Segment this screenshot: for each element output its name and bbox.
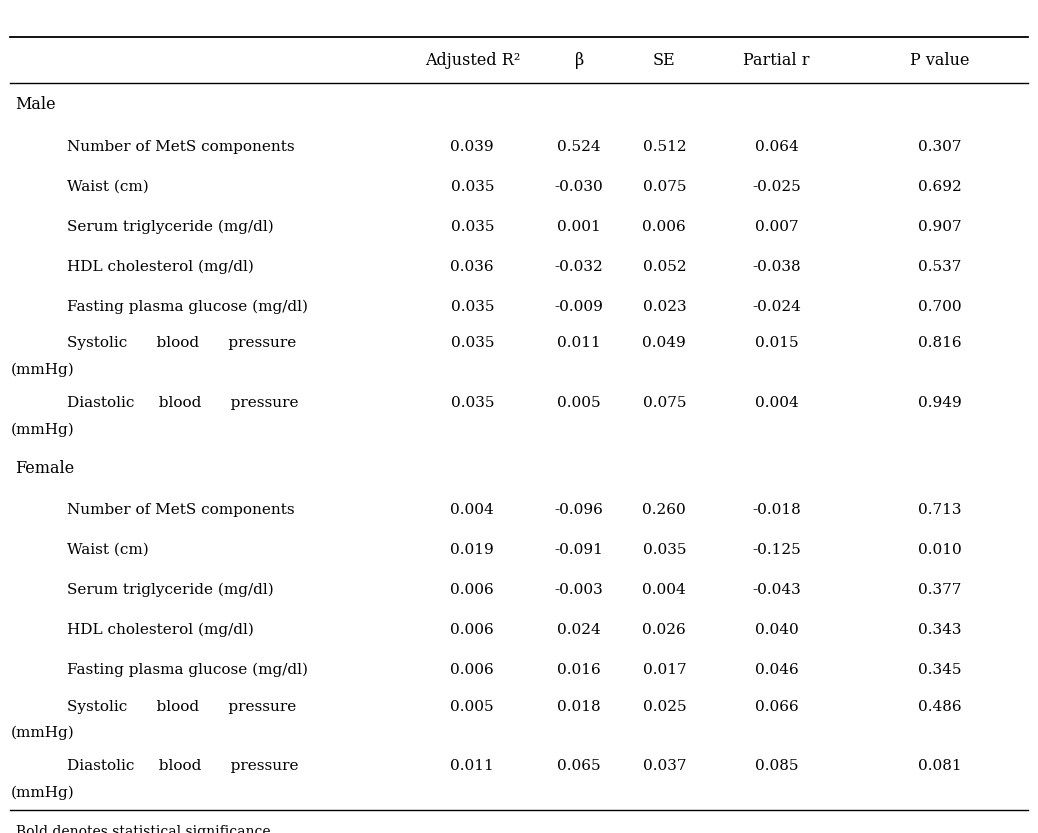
Text: Systolic      blood      pressure: Systolic blood pressure <box>67 700 297 714</box>
Text: 0.035: 0.035 <box>450 220 494 233</box>
Text: 0.004: 0.004 <box>450 503 494 516</box>
Text: P value: P value <box>909 52 969 69</box>
Text: Diastolic     blood      pressure: Diastolic blood pressure <box>67 397 299 411</box>
Text: Bold denotes statistical significance.: Bold denotes statistical significance. <box>16 825 274 833</box>
Text: -0.096: -0.096 <box>554 503 604 516</box>
Text: -0.003: -0.003 <box>555 583 603 596</box>
Text: 0.035: 0.035 <box>450 180 494 193</box>
Text: 0.816: 0.816 <box>918 337 961 351</box>
Text: 0.040: 0.040 <box>755 623 798 636</box>
Text: 0.512: 0.512 <box>643 140 686 153</box>
Text: -0.043: -0.043 <box>753 583 800 596</box>
Text: -0.018: -0.018 <box>753 503 800 516</box>
Text: Female: Female <box>16 460 75 476</box>
Text: 0.692: 0.692 <box>918 180 961 193</box>
Text: 0.025: 0.025 <box>643 700 686 714</box>
Text: 0.377: 0.377 <box>918 583 961 596</box>
Text: 0.075: 0.075 <box>643 180 686 193</box>
Text: -0.030: -0.030 <box>555 180 603 193</box>
Text: Diastolic     blood      pressure: Diastolic blood pressure <box>67 760 299 774</box>
Text: 0.016: 0.016 <box>557 663 601 676</box>
Text: 0.039: 0.039 <box>450 140 494 153</box>
Text: 0.524: 0.524 <box>557 140 601 153</box>
Text: Systolic      blood      pressure: Systolic blood pressure <box>67 337 297 351</box>
Text: 0.011: 0.011 <box>557 337 601 351</box>
Text: (mmHg): (mmHg) <box>10 362 74 377</box>
Text: 0.006: 0.006 <box>643 220 686 233</box>
Text: Waist (cm): Waist (cm) <box>67 180 149 193</box>
Text: 0.006: 0.006 <box>450 623 494 636</box>
Text: 0.064: 0.064 <box>755 140 798 153</box>
Text: 0.036: 0.036 <box>450 260 494 273</box>
Text: -0.009: -0.009 <box>554 300 604 313</box>
Text: HDL cholesterol (mg/dl): HDL cholesterol (mg/dl) <box>67 259 254 274</box>
Text: -0.038: -0.038 <box>753 260 800 273</box>
Text: 0.019: 0.019 <box>450 543 494 556</box>
Text: 0.001: 0.001 <box>557 220 601 233</box>
Text: 0.037: 0.037 <box>643 760 686 774</box>
Text: 0.004: 0.004 <box>755 397 798 411</box>
Text: 0.006: 0.006 <box>450 583 494 596</box>
Text: (mmHg): (mmHg) <box>10 786 74 800</box>
Text: 0.011: 0.011 <box>450 760 494 774</box>
Text: 0.018: 0.018 <box>557 700 601 714</box>
Text: -0.032: -0.032 <box>555 260 603 273</box>
Text: 0.007: 0.007 <box>755 220 798 233</box>
Text: -0.125: -0.125 <box>753 543 800 556</box>
Text: -0.025: -0.025 <box>753 180 800 193</box>
Text: SE: SE <box>653 52 676 69</box>
Text: 0.035: 0.035 <box>643 543 686 556</box>
Text: 0.260: 0.260 <box>643 503 686 516</box>
Text: 0.713: 0.713 <box>918 503 961 516</box>
Text: -0.091: -0.091 <box>554 543 604 556</box>
Text: 0.345: 0.345 <box>918 663 961 676</box>
Text: Waist (cm): Waist (cm) <box>67 543 149 556</box>
Text: 0.035: 0.035 <box>450 300 494 313</box>
Text: 0.006: 0.006 <box>450 663 494 676</box>
Text: 0.024: 0.024 <box>557 623 601 636</box>
Text: 0.949: 0.949 <box>918 397 961 411</box>
Text: 0.035: 0.035 <box>450 397 494 411</box>
Text: 0.486: 0.486 <box>918 700 961 714</box>
Text: Partial r: Partial r <box>743 52 810 69</box>
Text: 0.005: 0.005 <box>557 397 601 411</box>
Text: 0.537: 0.537 <box>918 260 961 273</box>
Text: 0.046: 0.046 <box>755 663 798 676</box>
Text: HDL cholesterol (mg/dl): HDL cholesterol (mg/dl) <box>67 622 254 637</box>
Text: 0.066: 0.066 <box>755 700 798 714</box>
Text: (mmHg): (mmHg) <box>10 422 74 436</box>
Text: Number of MetS components: Number of MetS components <box>67 503 295 516</box>
Text: -0.024: -0.024 <box>752 300 801 313</box>
Text: 0.307: 0.307 <box>918 140 961 153</box>
Text: 0.035: 0.035 <box>450 337 494 351</box>
Text: Serum triglyceride (mg/dl): Serum triglyceride (mg/dl) <box>67 582 274 597</box>
Text: Number of MetS components: Number of MetS components <box>67 140 295 153</box>
Text: 0.049: 0.049 <box>643 337 686 351</box>
Text: Fasting plasma glucose (mg/dl): Fasting plasma glucose (mg/dl) <box>67 662 308 677</box>
Text: 0.081: 0.081 <box>918 760 961 774</box>
Text: β: β <box>575 52 583 69</box>
Text: 0.085: 0.085 <box>755 760 798 774</box>
Text: 0.907: 0.907 <box>918 220 961 233</box>
Text: 0.015: 0.015 <box>755 337 798 351</box>
Text: 0.010: 0.010 <box>918 543 961 556</box>
Text: 0.023: 0.023 <box>643 300 686 313</box>
Text: 0.026: 0.026 <box>643 623 686 636</box>
Text: 0.075: 0.075 <box>643 397 686 411</box>
Text: 0.700: 0.700 <box>918 300 961 313</box>
Text: 0.005: 0.005 <box>450 700 494 714</box>
Text: 0.004: 0.004 <box>643 583 686 596</box>
Text: 0.065: 0.065 <box>557 760 601 774</box>
Text: Serum triglyceride (mg/dl): Serum triglyceride (mg/dl) <box>67 219 274 234</box>
Text: 0.017: 0.017 <box>643 663 686 676</box>
Text: Adjusted R²: Adjusted R² <box>425 52 520 69</box>
Text: Male: Male <box>16 97 56 113</box>
Text: (mmHg): (mmHg) <box>10 726 74 740</box>
Text: 0.343: 0.343 <box>918 623 961 636</box>
Text: Fasting plasma glucose (mg/dl): Fasting plasma glucose (mg/dl) <box>67 299 308 314</box>
Text: 0.052: 0.052 <box>643 260 686 273</box>
